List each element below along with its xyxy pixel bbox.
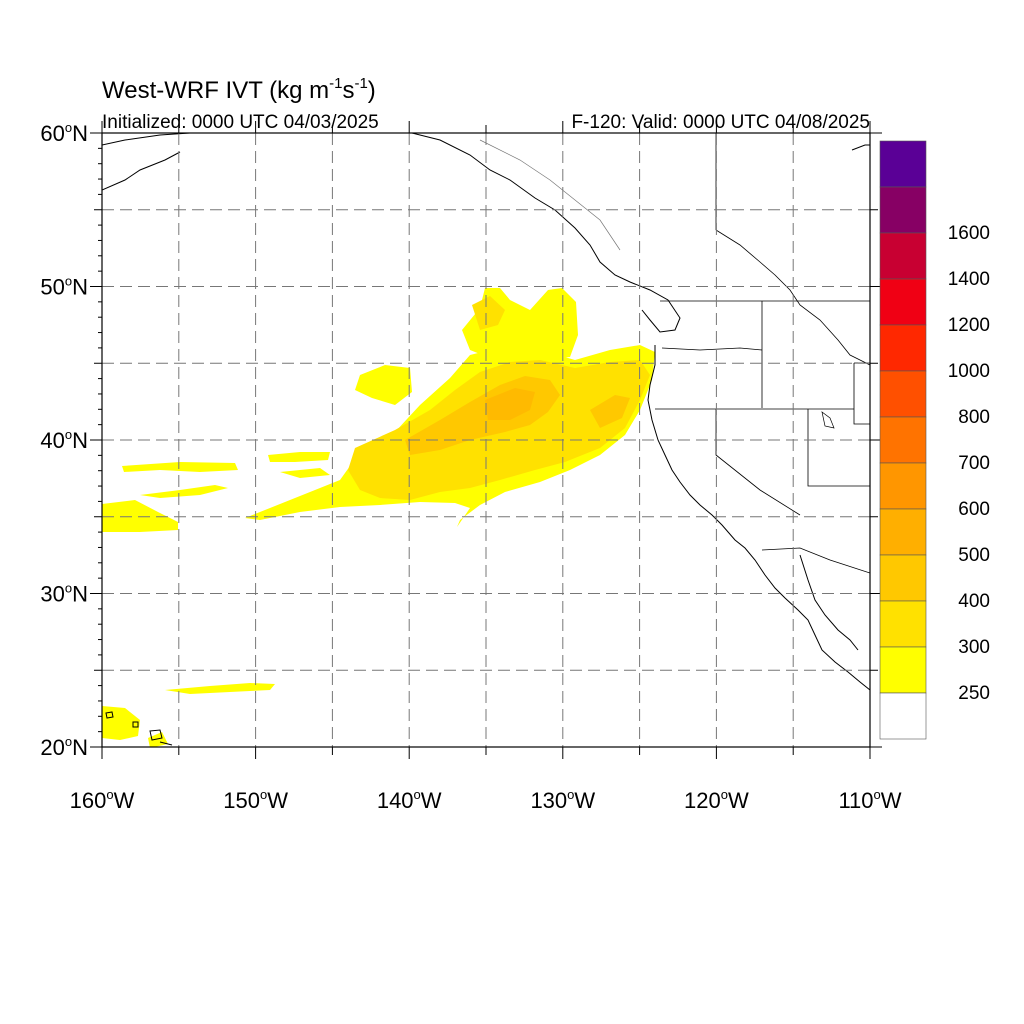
colorbar-swatch [879, 186, 927, 234]
colorbar-swatch [879, 370, 927, 418]
x-tick-label: 120oW [684, 787, 749, 813]
colorbar-swatch [879, 462, 927, 510]
colorbar-label: 1200 [948, 315, 990, 336]
y-tick-label: 60oN [40, 120, 88, 146]
axis-ticks [90, 121, 882, 759]
y-axis-labels: 60oN 50oN 40oN 30oN 20oN [40, 120, 88, 760]
init-time-label: Initialized: 0000 UTC 04/03/2025 [102, 112, 379, 133]
figure-title: West-WRF IVT (kg m-1s-1) [102, 75, 376, 104]
plot-area [102, 133, 870, 747]
valid-time-label: F-120: Valid: 0000 UTC 04/08/2025 [571, 112, 870, 133]
colorbar-swatch [879, 554, 927, 602]
colorbar-label: 400 [958, 591, 990, 612]
colorbar-swatch [879, 416, 927, 464]
x-tick-label: 160oW [70, 787, 135, 813]
y-tick-label: 20oN [40, 734, 88, 760]
colorbar-label: 1600 [948, 223, 990, 244]
colorbar-swatch [879, 692, 927, 740]
colorbar-swatch [879, 646, 927, 694]
colorbar-label: 1000 [948, 361, 990, 382]
colorbar-swatch [879, 508, 927, 556]
colorbar-label: 700 [958, 453, 990, 474]
x-tick-label: 130oW [530, 787, 595, 813]
coastlines [102, 133, 870, 746]
colorbar-swatch [879, 278, 927, 326]
colorbar-swatch [879, 324, 927, 372]
graticule [102, 133, 870, 747]
y-tick-label: 50oN [40, 274, 88, 300]
x-tick-label: 140oW [377, 787, 442, 813]
ivt-field-500 [485, 388, 535, 420]
colorbar-swatch [879, 600, 927, 648]
x-axis-labels: 160oW 150oW 140oW 130oW 120oW 110oW [70, 787, 902, 813]
y-tick-label: 30oN [40, 581, 88, 607]
colorbar-label: 250 [958, 683, 990, 704]
colorbar-swatch [879, 140, 927, 188]
x-tick-label: 150oW [223, 787, 288, 813]
political-borders [655, 133, 870, 574]
colorbar-label: 800 [958, 407, 990, 428]
colorbar-label: 1400 [948, 269, 990, 290]
colorbar-label: 500 [958, 545, 990, 566]
y-tick-label: 40oN [40, 427, 88, 453]
colorbar-swatch [879, 232, 927, 280]
colorbar: 250 300 400 500 600 700 800 1000 1200 1400 1600 [879, 140, 990, 740]
colorbar-label: 600 [958, 499, 990, 520]
colorbar-label: 300 [958, 637, 990, 658]
x-tick-label: 110oW [838, 787, 901, 813]
